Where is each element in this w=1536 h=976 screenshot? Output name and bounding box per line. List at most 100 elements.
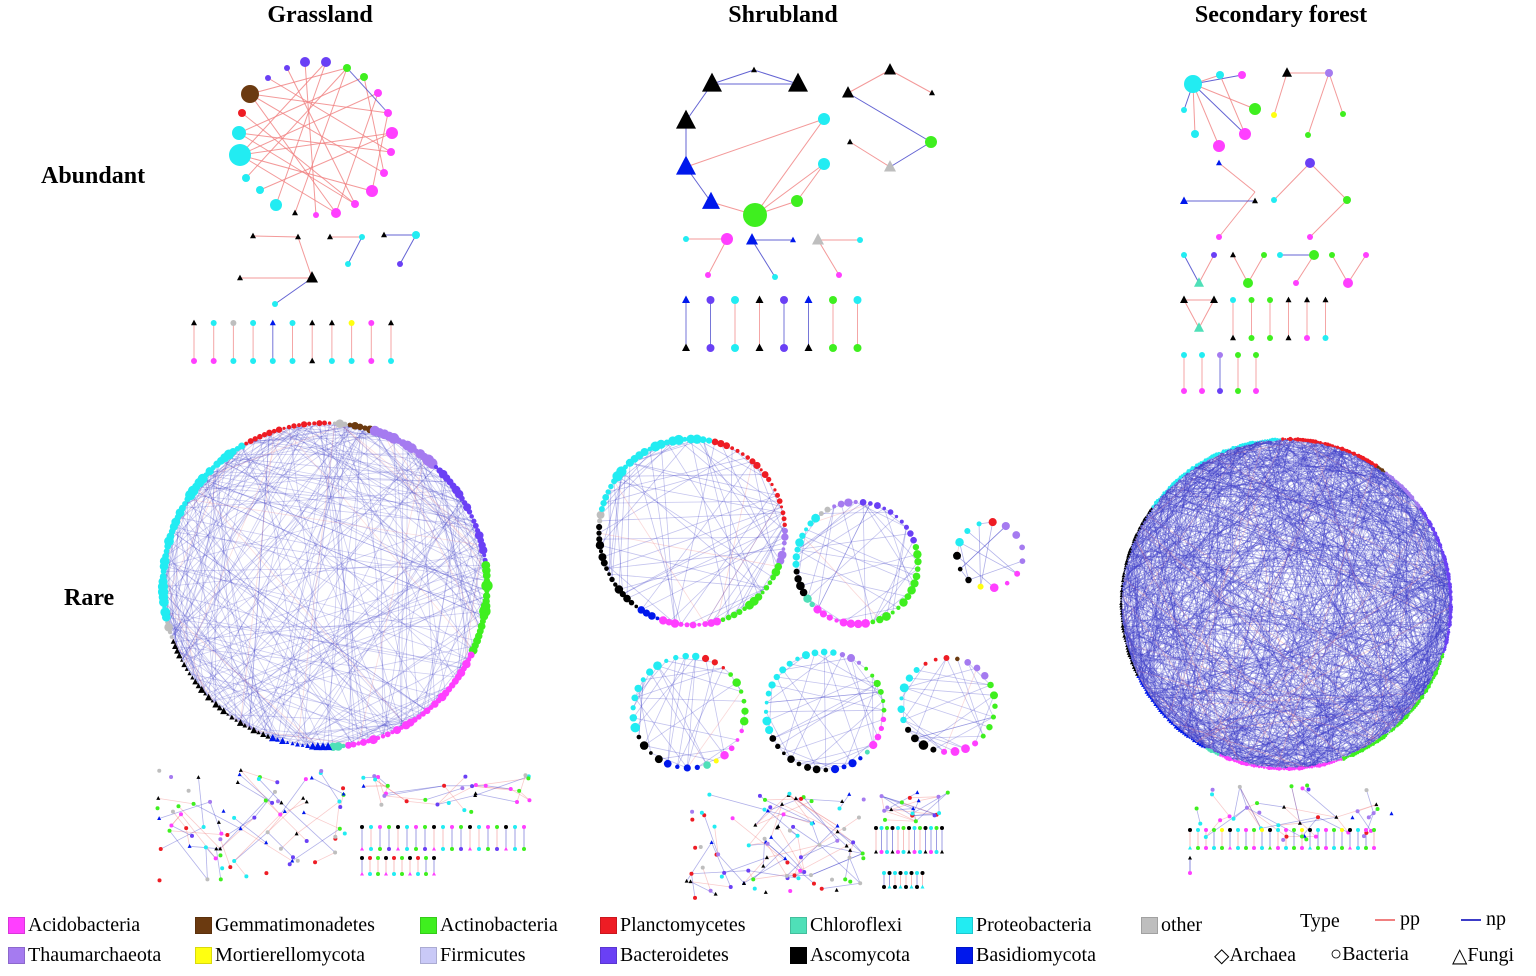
network-edge: [1427, 520, 1429, 689]
network-edge: [334, 423, 354, 745]
bacteria-node: [1349, 754, 1353, 758]
legend-label: Acidobacteria: [28, 914, 141, 936]
network-edge: [1149, 452, 1352, 512]
bacteria-node: [1261, 252, 1267, 258]
fungi-node: [432, 846, 436, 851]
bacteria-node: [272, 301, 278, 307]
fungi-node: [190, 675, 195, 680]
bacteria-node: [909, 871, 914, 875]
network-edge: [169, 631, 398, 731]
bacteria-node: [858, 756, 863, 761]
fungi-node: [1130, 545, 1133, 548]
bacteria-node: [689, 621, 697, 629]
network-edge: [1287, 438, 1443, 553]
network-edge: [439, 470, 474, 651]
bacteria-node: [719, 874, 724, 879]
bacteria-node: [716, 852, 721, 857]
network-edge: [1150, 698, 1332, 763]
network-edge: [884, 819, 916, 822]
network-edge: [1172, 723, 1358, 754]
network-edge: [901, 663, 926, 699]
bacteria-node: [794, 546, 801, 553]
bacteria-node: [809, 799, 814, 804]
network-edge: [1145, 516, 1450, 580]
bacteria-node: [885, 826, 889, 830]
fungi-node: [1125, 556, 1129, 560]
network-edge: [1166, 717, 1313, 768]
network-edge: [1191, 556, 1445, 740]
network-edge: [1302, 439, 1405, 719]
bacteria-node: [682, 436, 688, 442]
network-edge: [1218, 453, 1365, 750]
fungi-node: [301, 810, 306, 815]
network-edge: [1146, 514, 1298, 769]
bacteria-node: [384, 856, 388, 860]
bacteria-node: [1292, 767, 1296, 771]
network-edge: [343, 688, 450, 747]
bacteria-node: [1364, 788, 1369, 793]
bacteria-node: [739, 728, 744, 734]
network-edge: [1133, 667, 1432, 683]
network-edge: [797, 549, 918, 570]
bacteria-node: [787, 828, 792, 833]
network-edge: [1143, 521, 1450, 580]
bacteria-node: [228, 865, 233, 870]
network-edge: [233, 817, 267, 843]
bacteria-node: [711, 438, 719, 446]
fungi-node: [236, 719, 244, 726]
bacteria-node: [693, 895, 698, 900]
bacteria-node: [463, 774, 468, 779]
network-edge: [1235, 446, 1406, 491]
fungi-node: [1155, 704, 1159, 708]
network-edge: [752, 835, 798, 880]
network-edge: [1205, 807, 1248, 838]
legend-swatch: [956, 917, 973, 934]
network-edge: [1130, 548, 1330, 764]
fungi-node: [1308, 845, 1312, 850]
legend-gemmatimonadetes: Gemmatimonadetes: [195, 914, 375, 937]
network-edge: [1358, 455, 1444, 655]
bacteria-node: [879, 794, 884, 799]
network-edge: [1180, 476, 1420, 508]
fungi-node: [1121, 622, 1124, 625]
network-edge: [1192, 467, 1413, 498]
network-edge: [1125, 565, 1318, 767]
bacteria-node: [1267, 335, 1273, 341]
bacteria-node: [286, 424, 292, 430]
legend-swatch: [8, 947, 25, 964]
network-edge: [182, 507, 393, 733]
network-edge: [1170, 461, 1370, 722]
network-edge: [162, 576, 278, 741]
network-edge: [183, 459, 429, 666]
network-edge: [1157, 500, 1449, 578]
network-edge: [1239, 786, 1262, 829]
fungi-node: [1198, 742, 1202, 747]
bacteria-node: [907, 826, 911, 830]
network-edge: [1397, 482, 1452, 600]
triangle-icon: △: [1452, 945, 1468, 967]
legend-swatch: [600, 917, 617, 934]
network-edge: [181, 423, 310, 661]
network-edge: [258, 732, 359, 744]
fungi-node: [1180, 295, 1188, 304]
network-edge: [1146, 691, 1235, 762]
network-edge: [437, 776, 466, 805]
network-edge: [1218, 452, 1449, 573]
fungi-node: [432, 871, 436, 876]
bacteria-node: [749, 458, 756, 465]
network-edge: [1301, 465, 1377, 769]
network-edge: [278, 429, 465, 504]
network-edge: [1151, 494, 1163, 701]
bacteria-node: [893, 885, 897, 889]
bacteria-node: [910, 536, 917, 544]
network-edge: [201, 453, 421, 691]
bacteria-node: [1162, 491, 1166, 495]
network-edge: [641, 536, 786, 611]
fungi-node: [264, 840, 269, 845]
network-edge: [1215, 746, 1369, 754]
network-edge: [278, 429, 480, 536]
bacteria-node: [1384, 471, 1388, 475]
bacteria-node: [1241, 443, 1245, 447]
network-edge: [728, 448, 733, 618]
network-edge: [802, 535, 915, 584]
